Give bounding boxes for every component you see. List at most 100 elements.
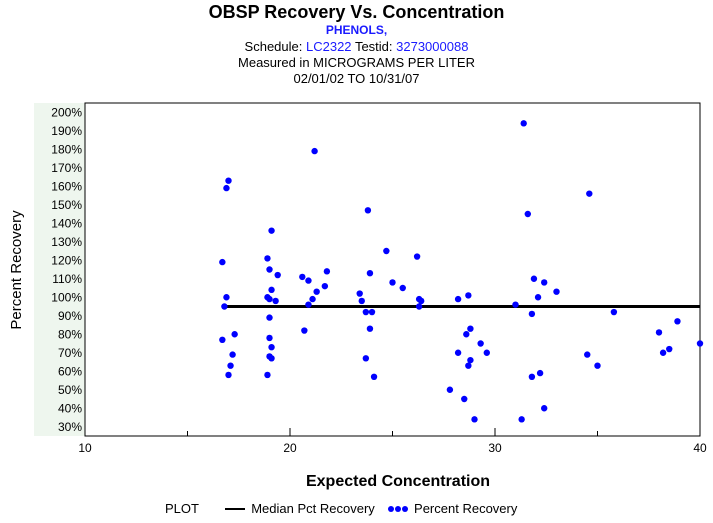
data-point bbox=[219, 258, 226, 266]
testid-value: 3273000088 bbox=[396, 39, 469, 54]
data-point bbox=[674, 318, 681, 325]
data-point bbox=[362, 355, 370, 362]
legend-title: PLOT bbox=[165, 501, 199, 517]
testid-label: Testid: bbox=[354, 39, 393, 54]
x-axis-ticks: 10 20 30 40 bbox=[78, 428, 707, 455]
data-point bbox=[534, 294, 542, 301]
x-tick-label: 10 bbox=[78, 441, 92, 455]
data-point bbox=[586, 190, 593, 197]
data-point bbox=[225, 177, 232, 184]
data-point bbox=[415, 303, 423, 310]
y-tick-label: 60% bbox=[58, 364, 82, 378]
data-point bbox=[301, 327, 308, 334]
data-point bbox=[528, 373, 536, 380]
data-point bbox=[594, 362, 601, 369]
data-point bbox=[264, 255, 271, 262]
y-tick-band-group bbox=[34, 103, 85, 436]
data-point bbox=[536, 369, 544, 377]
data-point bbox=[446, 386, 454, 393]
data-point bbox=[268, 227, 275, 234]
data-point bbox=[389, 279, 396, 286]
data-point bbox=[366, 270, 374, 277]
data-point bbox=[231, 331, 238, 338]
date-range: 02/01/02 TO 10/31/07 bbox=[293, 71, 420, 86]
data-point bbox=[366, 325, 374, 332]
data-point bbox=[467, 356, 474, 364]
data-point bbox=[454, 295, 462, 303]
data-point bbox=[299, 273, 306, 281]
y-tick-label: 50% bbox=[58, 383, 82, 397]
chart-title: OBSP Recovery Vs. Concentration bbox=[208, 2, 505, 22]
schedule-label: Schedule: bbox=[244, 39, 303, 54]
data-point bbox=[223, 184, 230, 192]
legend-median-label: Median Pct Recovery bbox=[251, 501, 375, 517]
data-point bbox=[311, 147, 318, 155]
y-tick-label: 160% bbox=[51, 179, 82, 193]
data-point bbox=[483, 349, 490, 356]
data-point bbox=[268, 355, 275, 362]
data-point bbox=[368, 308, 376, 316]
y-tick-label: 150% bbox=[51, 198, 82, 212]
data-point bbox=[266, 334, 273, 342]
data-point bbox=[305, 301, 312, 308]
data-point bbox=[321, 282, 329, 290]
y-tick-band bbox=[34, 103, 85, 436]
data-point bbox=[512, 301, 519, 308]
data-point bbox=[274, 271, 281, 279]
data-point bbox=[696, 340, 704, 347]
plot-area bbox=[84, 102, 701, 437]
data-point bbox=[454, 349, 462, 356]
y-tick-label: 70% bbox=[58, 346, 82, 360]
data-point bbox=[305, 277, 312, 284]
schedule-line: Schedule: LC2322 Testid: 3273000088 bbox=[0, 39, 713, 54]
y-tick-label: 200% bbox=[51, 105, 82, 119]
legend-points-swatch bbox=[388, 505, 410, 513]
data-point bbox=[309, 295, 316, 303]
y-tick-label: 170% bbox=[51, 161, 82, 175]
y-tick-label: 40% bbox=[58, 401, 82, 415]
data-point bbox=[223, 294, 230, 301]
data-point bbox=[229, 351, 236, 358]
data-point bbox=[264, 371, 271, 379]
data-point bbox=[413, 253, 421, 260]
data-point bbox=[227, 362, 234, 369]
data-point bbox=[541, 279, 548, 286]
data-point bbox=[541, 405, 548, 412]
points-group bbox=[219, 120, 704, 423]
y-tick-label: 110% bbox=[52, 272, 82, 286]
data-point bbox=[659, 349, 667, 356]
schedule-value: LC2322 bbox=[306, 39, 352, 54]
data-point bbox=[268, 344, 275, 351]
data-point bbox=[610, 308, 618, 316]
y-tick-label: 90% bbox=[58, 309, 82, 323]
y-axis-tick-labels: 30% 40% 50% 60% 70% 80% 90% 100% 110% 120% 130% 140… bbox=[51, 105, 82, 434]
data-point bbox=[356, 290, 363, 297]
data-point bbox=[272, 297, 279, 305]
data-point bbox=[364, 207, 372, 214]
data-point bbox=[467, 325, 474, 332]
data-point bbox=[524, 210, 531, 218]
data-point bbox=[530, 275, 538, 282]
x-axis-label: Expected Concentration bbox=[306, 473, 490, 490]
data-point bbox=[461, 395, 468, 403]
y-tick-label: 120% bbox=[51, 253, 82, 267]
x-tick-label: 20 bbox=[283, 441, 297, 455]
data-point bbox=[418, 297, 425, 305]
data-point bbox=[528, 310, 536, 318]
data-point bbox=[463, 331, 470, 338]
chart-subtitle: PHENOLS, bbox=[325, 23, 388, 37]
legend-points-label: Percent Recovery bbox=[414, 501, 518, 517]
data-point bbox=[518, 416, 525, 423]
data-point bbox=[399, 284, 406, 292]
data-point bbox=[268, 286, 275, 294]
data-point bbox=[266, 314, 273, 321]
y-tick-label: 140% bbox=[51, 216, 82, 230]
data-point bbox=[465, 292, 472, 299]
y-tick-label: 30% bbox=[58, 420, 82, 434]
data-point bbox=[655, 329, 663, 336]
data-point bbox=[313, 288, 320, 295]
legend-median-swatch bbox=[224, 507, 245, 510]
data-point bbox=[520, 120, 527, 127]
y-tick-label: 180% bbox=[51, 142, 82, 156]
legend: PLOT Median Pct Recovery Percent Recover… bbox=[165, 500, 517, 516]
